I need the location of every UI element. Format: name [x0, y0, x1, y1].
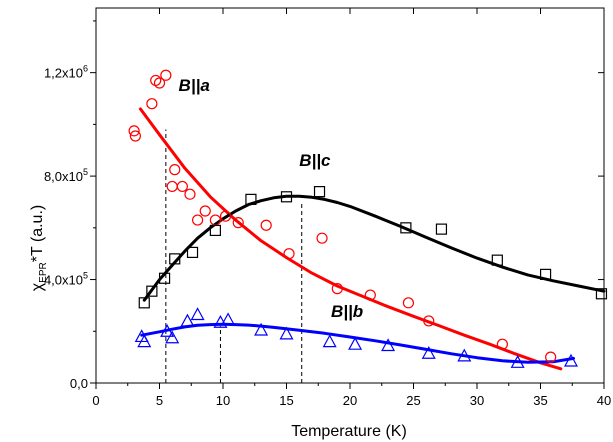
data-point-bb [457, 348, 472, 362]
data-point-bc [280, 191, 293, 203]
data-point-ba [316, 232, 328, 244]
data-point-bb [221, 312, 236, 326]
data-point-bc [435, 223, 448, 235]
data-point-ba [184, 188, 196, 200]
data-point-ba [402, 297, 415, 309]
data-point-bb [348, 336, 363, 350]
data-point-bb [322, 334, 337, 348]
data-point-bb [160, 324, 175, 337]
data-point-bb [190, 307, 205, 321]
x-tick-label: 40 [597, 393, 611, 408]
data-point-ba [192, 214, 204, 226]
data-point-bb [254, 322, 269, 336]
data-point-ba [496, 338, 508, 350]
data-point-bc [169, 253, 181, 265]
data-point-bc [539, 268, 552, 280]
series-label-ba: B||a [179, 76, 210, 95]
data-point-ba [283, 248, 295, 260]
y-axis-title-rest: *T (a.u.) [29, 205, 46, 263]
data-point-bc [158, 272, 171, 284]
data-point-bb [137, 334, 152, 348]
y-tick-label: 8,0x105 [44, 167, 88, 184]
fit-curves [138, 107, 606, 371]
data-point-ba [260, 219, 272, 231]
data-point-bc [186, 246, 199, 258]
plot-frame [95, 7, 605, 384]
series-label-bb: B||b [331, 302, 363, 321]
x-tick-label: 15 [279, 393, 293, 408]
x-tick-label: 25 [406, 393, 420, 408]
x-tick-label: 10 [216, 393, 230, 408]
series-labels: B||a B||c B||b [179, 76, 364, 321]
reference-lines [165, 129, 303, 383]
data-point-ba [176, 180, 188, 193]
y-axis-title-symbol: χ [29, 282, 46, 291]
x-axis-title: Temperature (K) [291, 423, 407, 440]
axes: 0 5 10 15 20 25 30 35 40 0,0 4,0x105 8,0x105 1,2x106 [44, 7, 611, 408]
data-point-bb [180, 313, 195, 327]
data-point-ba [219, 210, 232, 222]
y-tick-label: 4,0x105 [44, 271, 88, 288]
series-label-bc: B||c [299, 151, 331, 170]
data-point-ba [128, 125, 140, 137]
data-point-bc [400, 222, 412, 234]
data-point-ba [129, 130, 141, 142]
data-point-bb [165, 330, 180, 344]
svg-text:χEPR*T (a.u.): χEPR*T (a.u.) [29, 205, 49, 291]
data-point-bc [491, 254, 503, 266]
data-points [128, 69, 608, 368]
x-tick-label: 5 [156, 393, 163, 408]
x-tick-label: 30 [470, 393, 484, 408]
data-point-bb [279, 326, 294, 340]
data-point-ba [160, 69, 172, 81]
data-point-ba [153, 77, 166, 89]
data-point-ba [199, 205, 211, 217]
y-tick-label: 1,2x106 [44, 64, 88, 81]
data-point-ba [364, 289, 376, 301]
data-point-bc [595, 288, 608, 300]
x-tick-label: 20 [343, 393, 357, 408]
y-axis-title-subscript: EPR [38, 262, 49, 283]
fit-curve-bc [142, 194, 606, 302]
y-tick-label: 0,0 [70, 376, 88, 391]
data-point-bc [313, 186, 326, 198]
data-point-ba [423, 315, 435, 327]
x-tick-label: 0 [92, 393, 99, 408]
data-point-ba [331, 283, 343, 295]
data-point-ba [166, 180, 178, 193]
data-point-bb [381, 338, 396, 352]
data-point-bc [138, 297, 150, 309]
data-point-ba [146, 98, 158, 110]
x-tick-label: 35 [533, 393, 547, 408]
data-point-bb [510, 355, 525, 368]
y-axis-title: χEPR*T (a.u.) [29, 205, 49, 291]
data-point-ba [169, 164, 181, 176]
fit-curve-ba [138, 107, 563, 371]
data-point-bc [209, 224, 221, 237]
data-point-ba [232, 217, 244, 229]
data-point-bb [421, 346, 436, 359]
data-point-bc [146, 285, 158, 297]
data-point-ba [545, 351, 557, 363]
data-point-bc [245, 193, 257, 205]
data-point-bb [563, 353, 578, 367]
